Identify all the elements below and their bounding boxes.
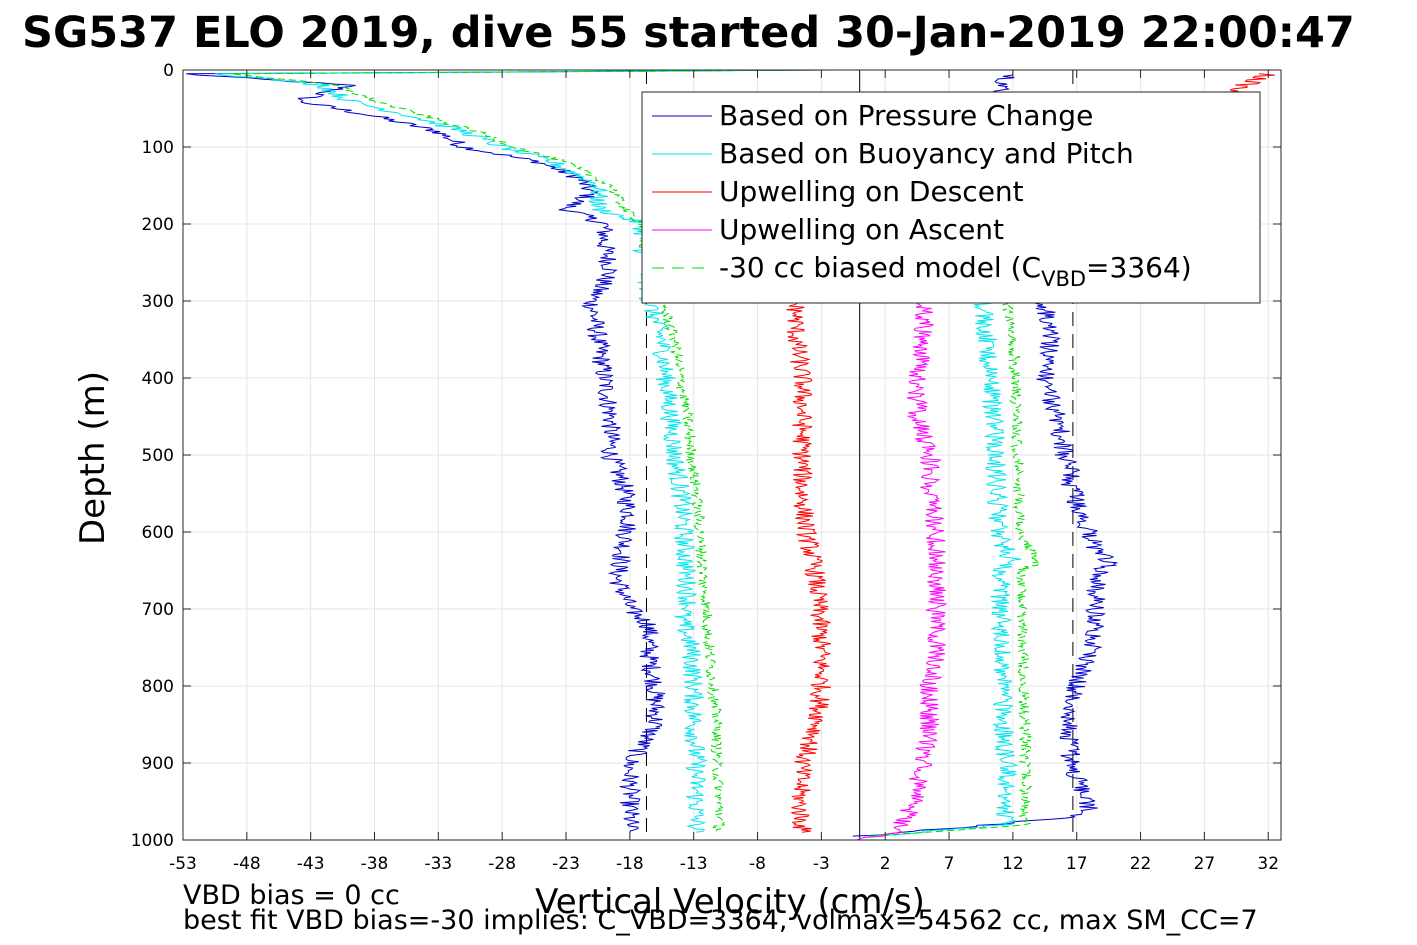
y-tick-label: 500 — [142, 446, 174, 466]
x-tick-label: -28 — [488, 854, 516, 874]
legend-label-4: -30 cc biased model (CVBD=3364) — [719, 251, 1192, 291]
x-axis-ticks: -53 -48 -43 -38 -33 -28 -23 -18 -13 -8 -3 2 7 12 17 22 2… — [169, 70, 1279, 874]
x-tick-label: -38 — [361, 854, 389, 874]
series-line-1-ascent — [867, 246, 1022, 837]
y-tick-label: 0 — [163, 61, 174, 81]
y-axis-label: Depth (m) — [73, 371, 113, 545]
y-tick-label: 200 — [142, 215, 174, 235]
series-line-0-descent — [186, 69, 835, 833]
x-tick-label: 2 — [880, 854, 891, 874]
legend-label-3: Upwelling on Ascent — [719, 213, 1004, 246]
vbd-bias-note: VBD bias = 0 cc — [183, 880, 400, 911]
y-tick-label: 300 — [142, 292, 174, 312]
x-tick-label: 27 — [1194, 854, 1216, 874]
x-tick-label: 12 — [1002, 854, 1024, 874]
y-tick-label: 800 — [142, 677, 174, 697]
legend-label-2: Upwelling on Descent — [719, 175, 1024, 208]
x-tick-label: 7 — [944, 854, 955, 874]
x-tick-label: -3 — [813, 854, 830, 874]
legend: Based on Pressure Change Based on Buoyanc… — [641, 91, 1261, 304]
legend-label-1: Based on Buoyancy and Pitch — [719, 137, 1134, 170]
y-tick-label: 600 — [142, 523, 174, 543]
legend-box — [641, 91, 1261, 304]
x-tick-label: -18 — [616, 854, 644, 874]
x-axis-label: Vertical Velocity (cm/s) — [535, 882, 925, 922]
x-tick-label: 17 — [1066, 854, 1088, 874]
y-tick-label: 1000 — [131, 831, 174, 851]
y-tick-label: 400 — [142, 369, 174, 389]
chart-title: SG537 ELO 2019, dive 55 started 30-Jan-2… — [22, 8, 1355, 58]
x-tick-label: -43 — [297, 854, 325, 874]
legend-label-0: Based on Pressure Change — [719, 99, 1093, 132]
y-tick-label: 100 — [142, 138, 174, 158]
x-tick-label: -33 — [424, 854, 452, 874]
y-tick-label: 700 — [142, 600, 174, 620]
x-tick-label: -13 — [680, 854, 708, 874]
best-fit-note: best fit VBD bias=-30 implies: C_VBD=336… — [183, 905, 1258, 936]
series-line-4-descent — [230, 69, 822, 833]
x-tick-label: -8 — [749, 854, 766, 874]
y-axis-ticks: 0 100 200 300 400 500 600 700 800 900 1000 — [131, 61, 1281, 851]
x-tick-label: -23 — [552, 854, 580, 874]
x-tick-label: 22 — [1130, 854, 1152, 874]
series-line-1-descent — [214, 69, 796, 833]
series-line-3-ascent — [856, 300, 948, 841]
series-line-4-ascent — [870, 300, 1041, 837]
x-tick-label: 32 — [1257, 854, 1279, 874]
x-tick-label: -48 — [233, 854, 261, 874]
x-tick-label: -53 — [169, 854, 197, 874]
y-tick-label: 900 — [142, 754, 174, 774]
